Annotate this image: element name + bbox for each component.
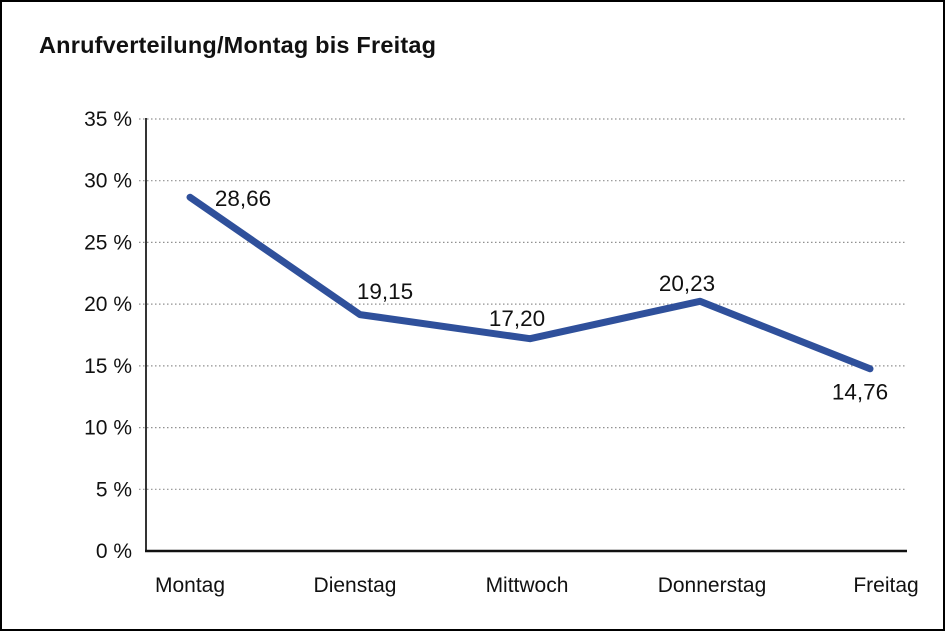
y-axis-tick-label: 0 % xyxy=(96,540,132,563)
y-axis-tick-label: 35 % xyxy=(84,108,132,131)
x-axis-category-label: Montag xyxy=(155,574,225,597)
series-line xyxy=(186,193,874,373)
data-point-label: 19,15 xyxy=(357,279,413,304)
y-axis-tick-label: 30 % xyxy=(84,170,132,193)
x-axis-category-label: Dienstag xyxy=(314,574,397,597)
y-axis-tick-label: 20 % xyxy=(84,293,132,316)
x-axis-category-label: Mittwoch xyxy=(486,574,569,597)
data-point-label: 17,20 xyxy=(489,306,545,331)
x-axis-category-label: Donnerstag xyxy=(658,574,767,597)
data-point-label: 14,76 xyxy=(832,379,888,404)
data-point-label: 28,66 xyxy=(215,186,271,211)
y-axis-tick-label: 5 % xyxy=(96,478,132,501)
y-axis-tick-label: 15 % xyxy=(84,355,132,378)
chart-title: Anrufverteilung/Montag bis Freitag xyxy=(39,32,437,58)
x-axis-category-label: Freitag xyxy=(853,574,918,597)
data-point-label: 20,23 xyxy=(659,271,715,296)
y-axis-tick-label: 10 % xyxy=(84,417,132,440)
y-axis-tick-label: 25 % xyxy=(84,231,132,254)
